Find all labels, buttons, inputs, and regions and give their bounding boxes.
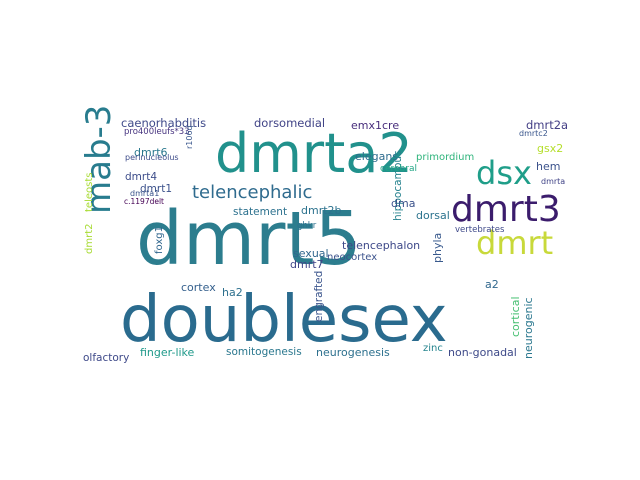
word-vertebrates: vertebrates [455, 225, 505, 235]
word-cortex: cortex [181, 281, 216, 294]
word-dmrt: dmrt [476, 224, 554, 262]
word-dorsomedial: dorsomedial [254, 116, 326, 130]
word-engrafted: engrafted [313, 270, 325, 322]
word-dmrt2b: dmrt2b [301, 204, 342, 217]
word-dmrt6: dmrt6 [134, 146, 168, 159]
word-somitogenesis: somitogenesis [226, 346, 302, 358]
word-perinucleolus: perinucleolus [125, 153, 179, 162]
word-teleosts: teleosts [84, 172, 95, 212]
word-emx1cre: emx1cre [351, 119, 400, 132]
word-pro400leufs-33: pro400leufs*33 [124, 127, 190, 137]
word-dmrta1: dmrta1 [130, 189, 160, 198]
word-statement: statement [233, 206, 288, 218]
word-cortical: cortical [509, 296, 522, 337]
word-ha2: ha2 [222, 286, 243, 299]
word-gsx2: gsx2 [537, 142, 564, 155]
word-telencephalic: telencephalic [192, 182, 313, 203]
word-dmrta: dmrta [541, 177, 566, 186]
word-dmrt3: dmrt3 [451, 189, 561, 230]
word-telencephalon: telencephalon [342, 239, 421, 252]
word-elegans: elegans [355, 150, 399, 163]
word-cerebral: cerebral [380, 164, 417, 174]
word-primordium: primordium [416, 152, 475, 163]
word-dmrt1: dmrt1 [140, 183, 173, 195]
word-cloud: dmrt5 doublesex dmrta2 dmrt3 dsx dmrt ma… [80, 99, 576, 368]
word-a2: a2 [485, 278, 499, 291]
word-caenorhabditis: caenorhabditis [121, 116, 207, 130]
word-dmrt2a: dmrt2a [526, 118, 569, 132]
word-neurogenesis: neurogenesis [316, 346, 390, 359]
word-doublesex: doublesex [120, 283, 448, 357]
word-c.1197delt: c.1197delt [124, 197, 164, 206]
word-dmrt7: dmrt7 [290, 258, 324, 271]
word-r106q: r106q [185, 125, 194, 149]
word-hem: hem [536, 160, 561, 173]
word-dmrt5: dmrt5 [136, 196, 362, 282]
word-zinc: zinc [423, 343, 443, 354]
word-finger-like: finger-like [140, 346, 195, 359]
word-sexual: sexual [293, 247, 329, 260]
word-dmrt4: dmrt4 [125, 171, 158, 183]
word-dmrt2: dmrt2 [84, 223, 95, 254]
word-dma: dma [391, 197, 416, 210]
word-dmrta2: dmrta2 [215, 122, 413, 185]
word-neocortex: neocortex [327, 252, 378, 263]
word-neurogenic: neurogenic [522, 297, 535, 359]
word-non-gonadal: non-gonadal [448, 346, 517, 359]
word-foxg1: foxg1 [154, 226, 165, 254]
word-dsx: dsx [476, 154, 532, 192]
word-hippocampus: hippocampus [392, 150, 404, 221]
word-dmrtc2: dmrtc2 [519, 129, 548, 138]
word-phyla: phyla [431, 232, 444, 263]
word-dorsal: dorsal [416, 209, 450, 222]
word-olfactory: olfactory [83, 352, 130, 364]
word-ghkr: ghkr [297, 221, 317, 231]
